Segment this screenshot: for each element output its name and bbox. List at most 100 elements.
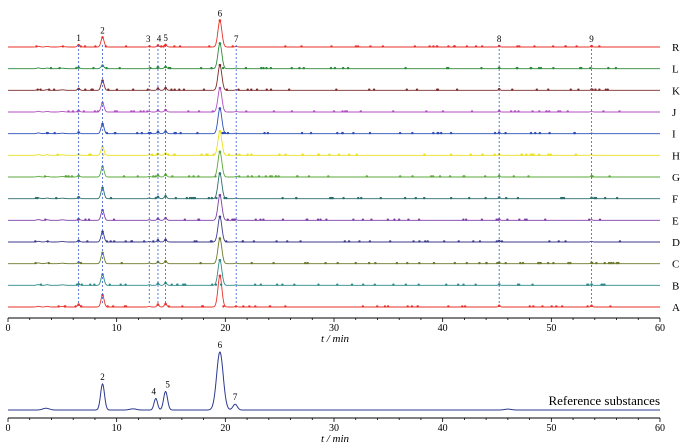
trace-marker xyxy=(448,175,452,178)
trace-marker xyxy=(241,240,244,243)
trace-marker xyxy=(327,175,330,178)
trace-marker xyxy=(328,153,331,156)
trace-marker xyxy=(358,240,361,243)
trace-marker xyxy=(298,66,301,70)
trace-marker xyxy=(231,45,234,48)
reference-trace xyxy=(8,351,660,411)
trace-marker xyxy=(331,196,334,200)
trace-marker xyxy=(539,66,543,70)
trace-J xyxy=(8,87,660,113)
trace-marker xyxy=(600,283,603,286)
trace-marker xyxy=(192,196,195,200)
trace-marker xyxy=(336,131,339,135)
trace-I xyxy=(8,107,660,135)
trace-marker xyxy=(612,261,615,265)
trace-marker xyxy=(106,305,109,308)
trace-marker xyxy=(305,218,308,221)
peak-marker xyxy=(218,107,222,110)
trace-marker xyxy=(173,45,176,48)
trace-marker xyxy=(607,66,610,70)
trace-marker xyxy=(484,175,487,178)
trace-marker xyxy=(259,66,263,70)
reference-peak-label-2: 2 xyxy=(100,372,105,382)
trace-marker xyxy=(246,88,249,91)
trace-marker xyxy=(410,305,414,308)
peak-marker xyxy=(164,130,167,133)
trace-marker xyxy=(263,131,266,135)
trace-marker xyxy=(252,240,256,243)
trace-marker xyxy=(439,131,443,135)
trace-marker xyxy=(550,305,553,308)
trace-marker xyxy=(93,283,96,286)
reference-peak-label-6: 6 xyxy=(218,340,223,350)
trace-marker xyxy=(212,153,215,156)
trace-marker xyxy=(603,261,606,265)
trace-marker xyxy=(411,131,414,135)
trace-marker xyxy=(80,305,83,308)
trace-marker xyxy=(328,196,332,200)
trace-marker xyxy=(264,175,268,178)
trace-marker xyxy=(517,110,520,113)
peak-marker xyxy=(156,303,160,306)
trace-marker xyxy=(538,131,542,135)
trace-marker xyxy=(392,283,395,286)
top-tick-label: 0 xyxy=(6,323,11,334)
trace-marker xyxy=(557,110,560,113)
top-tick-label: 60 xyxy=(655,323,665,334)
trace-marker xyxy=(604,88,608,91)
trace-marker xyxy=(270,175,274,178)
trace-F xyxy=(8,172,660,200)
trace-marker xyxy=(286,240,289,243)
trace-marker xyxy=(281,283,284,286)
peak-marker xyxy=(164,86,167,90)
trace-marker xyxy=(89,283,92,286)
trace-marker xyxy=(312,110,316,113)
trace-marker xyxy=(429,175,433,178)
trace-marker xyxy=(246,153,249,156)
trace-marker xyxy=(154,175,157,178)
trace-marker xyxy=(199,66,203,70)
trace-marker xyxy=(618,110,621,113)
trace-marker xyxy=(607,261,611,265)
trace-marker xyxy=(398,131,402,135)
trace-marker xyxy=(196,131,199,135)
trace-marker xyxy=(531,110,534,113)
trace-marker xyxy=(352,131,355,135)
trace-marker xyxy=(614,66,618,70)
trace-marker xyxy=(407,218,410,221)
trace-marker xyxy=(124,305,128,308)
trace-marker xyxy=(245,110,248,113)
trace-marker xyxy=(337,153,341,156)
trace-marker xyxy=(250,175,254,178)
trace-marker xyxy=(206,153,209,156)
trace-marker xyxy=(105,240,109,243)
trace-marker xyxy=(74,305,77,308)
peak-label-3: 3 xyxy=(146,34,151,44)
trace-marker xyxy=(173,88,176,91)
trace-marker xyxy=(357,196,360,200)
peak-marker xyxy=(497,109,501,113)
trace-marker xyxy=(290,66,293,70)
peak-marker xyxy=(218,42,222,45)
trace-marker xyxy=(284,305,287,308)
trace-marker xyxy=(406,261,409,265)
trace-C xyxy=(8,237,660,265)
trace-marker xyxy=(115,110,119,113)
top-tick-label: 10 xyxy=(112,323,122,334)
trace-marker xyxy=(87,218,91,221)
trace-marker xyxy=(355,153,358,156)
trace-markers-B xyxy=(39,258,606,286)
peak-marker xyxy=(590,304,593,308)
bottom-tick-label: 20 xyxy=(220,423,230,434)
trace-marker xyxy=(149,66,152,70)
trace-marker xyxy=(562,196,566,200)
trace-marker xyxy=(185,196,189,200)
trace-marker xyxy=(545,110,548,113)
trace-marker xyxy=(525,153,528,156)
peak-marker xyxy=(156,87,160,90)
trace-marker xyxy=(447,45,450,48)
trace-markers-I xyxy=(45,107,577,135)
trace-marker xyxy=(296,175,299,178)
trace-marker xyxy=(317,153,320,156)
